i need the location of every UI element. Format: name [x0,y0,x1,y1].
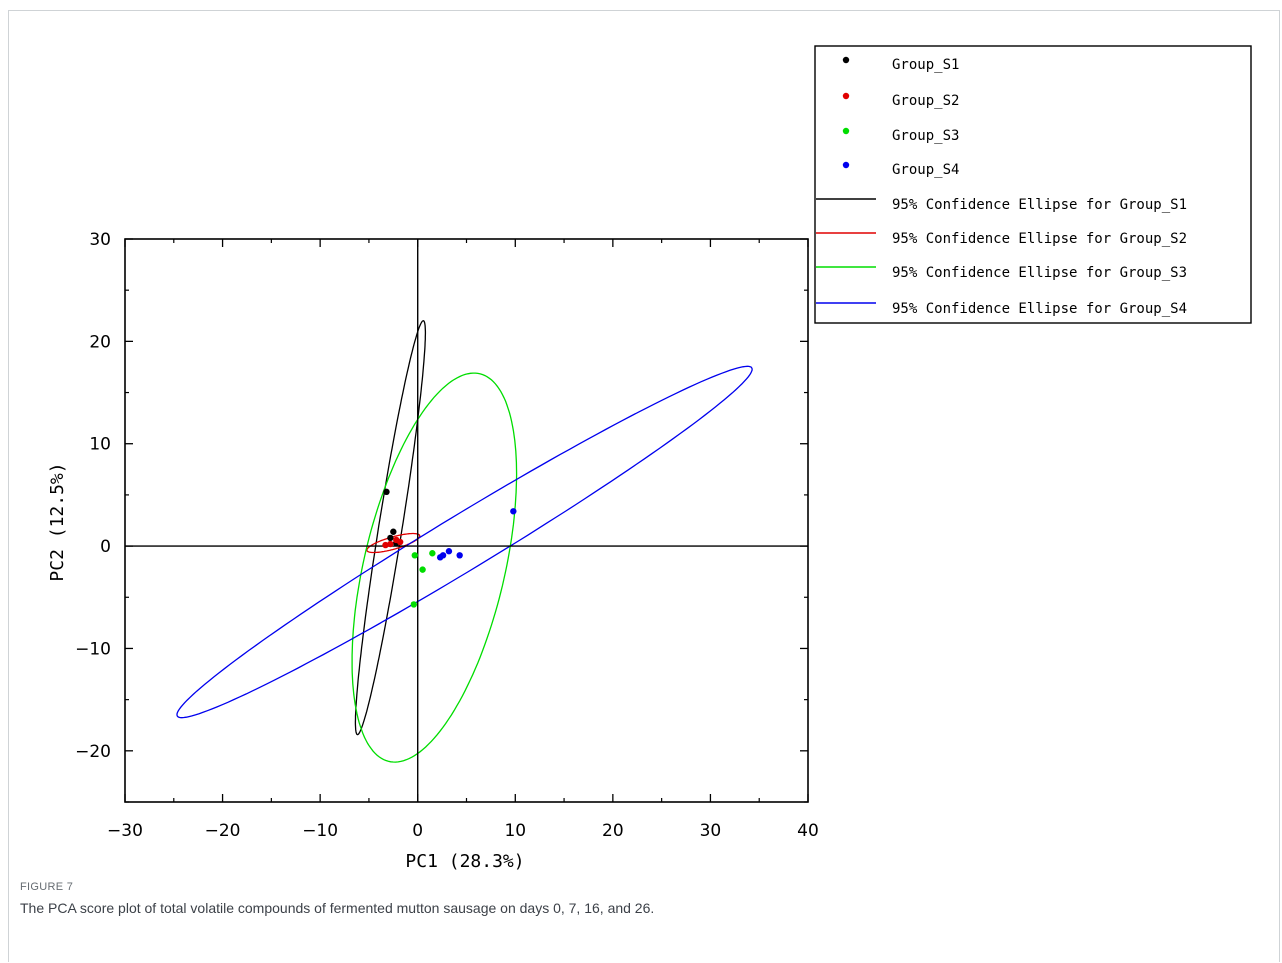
confidence-ellipse-1 [354,320,427,736]
legend-label: Group_S1 [892,57,959,73]
legend-label: 95% Confidence Ellipse for Group_S3 [892,265,1187,281]
y-tick-label: 20 [89,332,111,352]
y-axis-title: PC2 (12.5%) [47,462,68,581]
data-point-group_s3 [429,550,436,557]
x-tick-label: 20 [602,821,624,841]
data-point-group_s2 [387,540,394,548]
data-point-group_s4 [456,552,463,559]
confidence-ellipse-3 [351,372,518,763]
data-point-group_s2 [382,541,389,549]
x-tick-label: 40 [797,821,819,841]
legend: Group_S1 Group_S2 Group_S3 Group_S4 95% Conf… [814,45,1252,324]
figure-frame [8,10,1280,962]
x-tick-label: 0 [412,821,423,841]
pca-score-chart: −30 −20 −10 0 10 20 30 40 −20 −10 0 10 20 30 Group_S1… [47,45,1252,872]
x-tick-label: −20 [205,821,241,841]
legend-label: 95% Confidence Ellipse for Group_S4 [892,301,1187,317]
legend-marker [842,92,850,100]
y-tick-label: 0 [100,537,111,557]
legend-label: 95% Confidence Ellipse for Group_S2 [892,231,1187,247]
x-tick-label: −10 [302,821,338,841]
data-point-group_s1 [390,528,397,535]
x-axis-title: PC1 (28.3%) [405,851,524,872]
x-tick-label: −30 [107,821,143,841]
legend-marker [842,127,850,135]
plot-area: −30 −20 −10 0 10 20 30 40 −20 −10 0 10 20 30 [75,230,819,841]
figure-caption: FIGURE 7 The PCA score plot of total vol… [20,881,1220,916]
data-point-group_s3 [411,552,418,559]
y-tick-label: −10 [75,639,111,659]
data-point-group_s1 [387,534,394,542]
figure-label: FIGURE 7 [20,881,74,893]
y-tick-label: 10 [89,435,111,455]
data-point-group_s3 [410,601,418,608]
x-tick-label: 30 [700,821,722,841]
legend-label: Group_S3 [892,128,959,144]
data-point-group_s4 [510,508,517,515]
legend-label: 95% Confidence Ellipse for Group_S1 [892,197,1187,213]
plot-frame [124,238,809,803]
confidence-ellipse-4 [176,365,753,719]
y-tick-label: 30 [89,230,111,250]
data-point-group_s3 [419,566,426,573]
figure-caption-text: The PCA score plot of total volatile com… [20,900,655,916]
legend-marker [842,161,850,169]
x-tick-label: 10 [504,821,526,841]
legend-marker [842,56,850,64]
data-point-group_s1 [383,488,390,496]
data-point-group_s4 [445,548,453,555]
legend-box [814,45,1252,324]
data-point-group_s2 [396,538,404,546]
y-tick-label: −20 [75,742,111,762]
data-point-group_s4 [436,554,444,561]
legend-label: Group_S4 [892,162,959,178]
legend-label: Group_S2 [892,93,959,109]
